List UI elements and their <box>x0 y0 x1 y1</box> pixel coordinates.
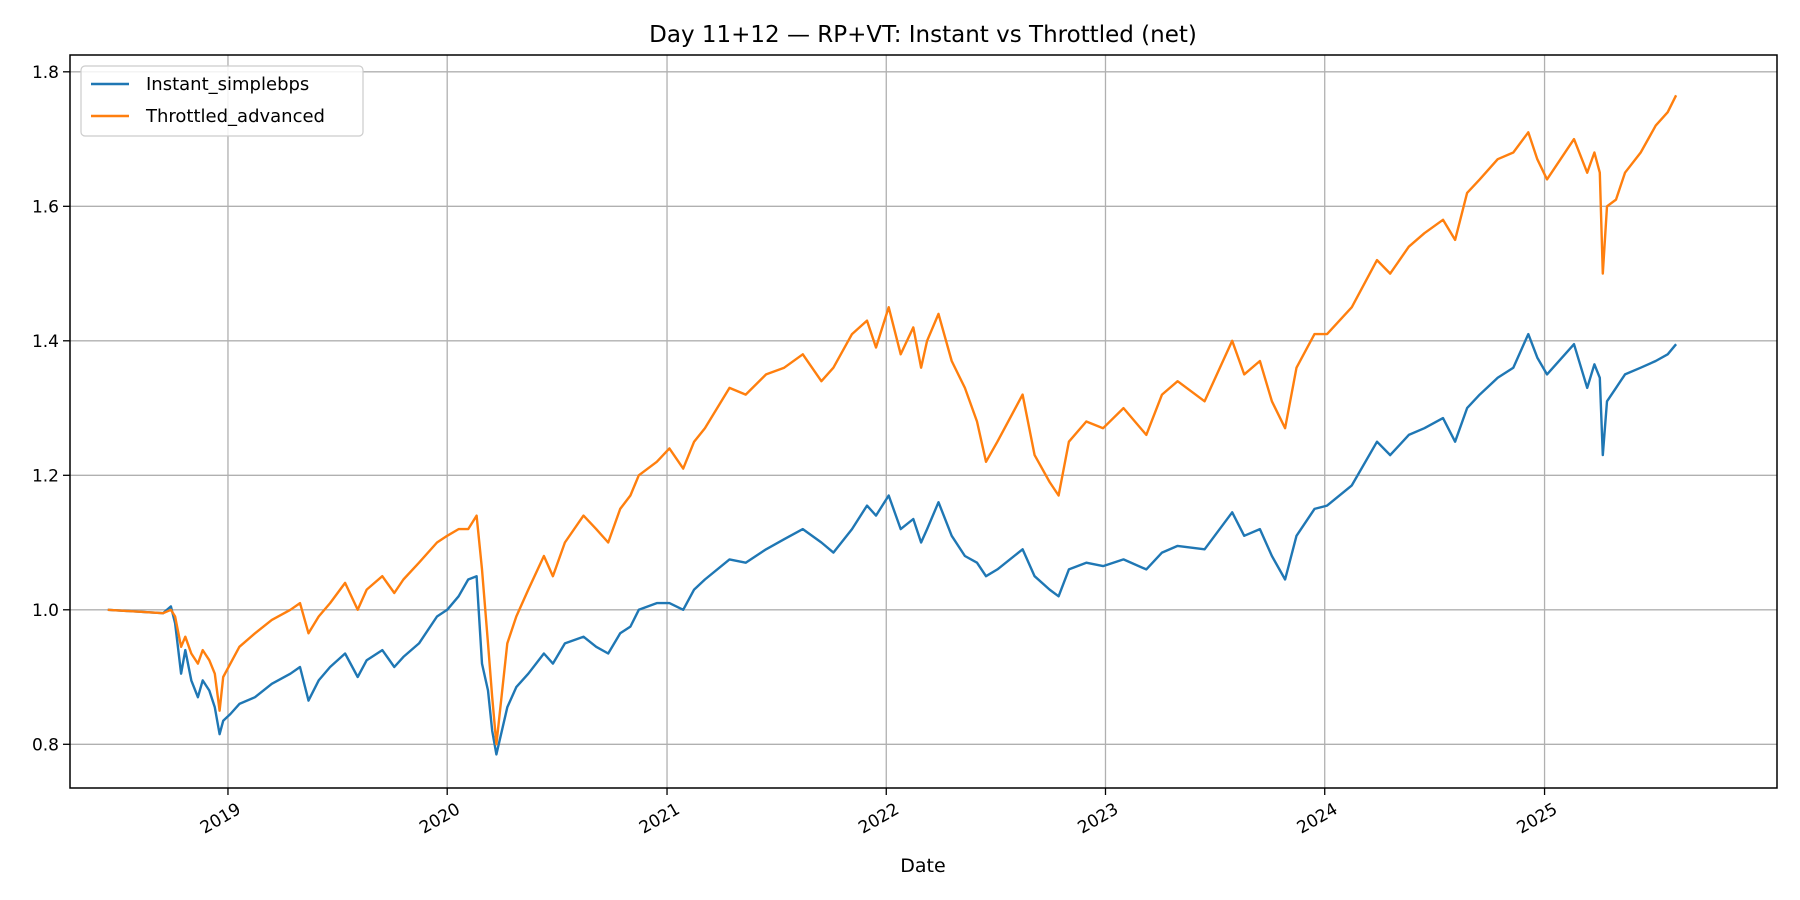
legend-label: Instant_simplebps <box>146 74 309 95</box>
x-axis-label: Date <box>900 855 945 877</box>
chart-title: Day 11+12 — RP+VT: Instant vs Throttled … <box>649 22 1197 48</box>
axes-frame <box>69 54 1778 789</box>
legend: Instant_simplebps Throttled_advanced <box>80 65 364 137</box>
series-line-instant-simplebps <box>107 332 1678 756</box>
legend-label: Throttled_advanced <box>145 106 325 127</box>
legend-box <box>80 65 364 137</box>
series-line-throttled-advanced <box>107 94 1678 746</box>
grid <box>70 55 1777 788</box>
y-tick-label: 1.6 <box>32 197 59 217</box>
y-tick-label: 1.2 <box>32 466 59 486</box>
y-tick-label: 0.8 <box>32 735 59 755</box>
y-tick-label: 1.0 <box>32 601 59 621</box>
plot-area <box>107 94 1678 756</box>
y-tick-label: 1.4 <box>32 332 59 352</box>
y-tick-label: 1.8 <box>32 63 59 83</box>
